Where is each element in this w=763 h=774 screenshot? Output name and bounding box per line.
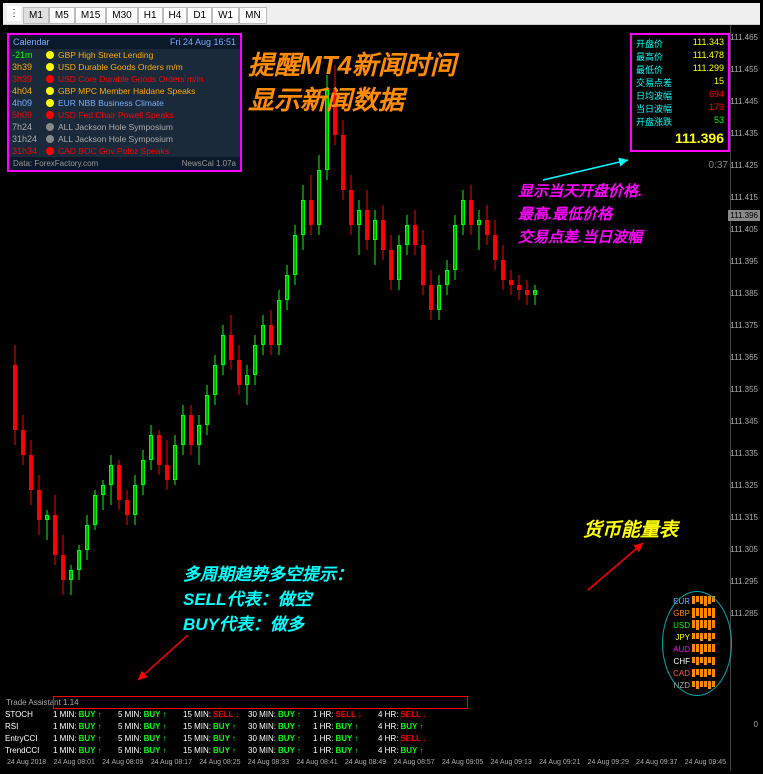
calendar-row: 3h39USD Durable Goods Orders m/m bbox=[9, 61, 240, 73]
y-tick: 111.335 bbox=[730, 449, 758, 458]
zero-label: 0 bbox=[754, 720, 758, 729]
price-row: 开盘涨跌53 bbox=[634, 115, 726, 128]
currency-highlight-ellipse bbox=[662, 591, 732, 696]
time-axis: 24 Aug 2018 24 Aug 08:01 24 Aug 08:09 24 Au… bbox=[3, 759, 730, 771]
y-tick: 111.405 bbox=[730, 225, 758, 234]
y-current-price: 111.396 bbox=[728, 210, 760, 221]
price-info-panel: 开盘价111.343最高价111.478最低价111.299交易点差15日均波幅… bbox=[630, 33, 730, 152]
indicator-row-EntryCCI: EntryCCI1 MIN:BUY↑5 MIN:BUY↑15 MIN:BUY↑3… bbox=[5, 732, 730, 744]
timeframe-M5[interactable]: M5 bbox=[49, 7, 75, 24]
x-tick: 24 Aug 2018 bbox=[7, 759, 46, 771]
x-tick: 24 Aug 09:29 bbox=[588, 759, 629, 771]
y-tick: 111.375 bbox=[730, 321, 758, 330]
annotation-title2: 显示新闻数据 bbox=[248, 80, 404, 117]
highlight-box-stoch bbox=[53, 696, 468, 709]
calendar-panel: Calendar Fri 24 Aug 16:51 -21mGBP High S… bbox=[7, 33, 242, 172]
x-tick: 24 Aug 08:57 bbox=[393, 759, 434, 771]
timeframe-toolbar: ⋮ M1M5M15M30H1H4D1W1MN bbox=[3, 3, 760, 25]
calendar-version: NewsCal 1.07a bbox=[182, 159, 236, 168]
calendar-row: 7h24ALL Jackson Hole Symposium bbox=[9, 121, 240, 133]
x-tick: 24 Aug 08:41 bbox=[296, 759, 337, 771]
timeframe-H4[interactable]: H4 bbox=[163, 7, 188, 24]
chart-area[interactable]: 111.465 111.455 111.445 111.435 111.425 111.4… bbox=[3, 25, 760, 771]
x-tick: 24 Aug 08:25 bbox=[199, 759, 240, 771]
annotation-trend2: SELL代表：做空 bbox=[183, 585, 311, 610]
timeframe-M15[interactable]: M15 bbox=[75, 7, 106, 24]
timeframe-D1[interactable]: D1 bbox=[187, 7, 212, 24]
x-tick: 24 Aug 08:49 bbox=[345, 759, 386, 771]
y-tick: 111.385 bbox=[730, 289, 758, 298]
price-row: 最高价111.478 bbox=[634, 50, 726, 63]
y-tick: 111.395 bbox=[730, 257, 758, 266]
y-tick: 111.315 bbox=[730, 513, 758, 522]
y-tick: 111.295 bbox=[730, 577, 758, 586]
calendar-source: Data: ForexFactory.com bbox=[13, 159, 98, 168]
calendar-row: 3h39USD Core Durable Goods Orders m/m bbox=[9, 73, 240, 85]
annotation-price3: 交易点差.当日波幅 bbox=[518, 226, 642, 247]
y-tick: 111.455 bbox=[730, 65, 758, 74]
calendar-title: Calendar bbox=[13, 37, 50, 47]
y-tick: 111.345 bbox=[730, 417, 758, 426]
annotation-trend1: 多周期趋势多空提示： bbox=[183, 560, 353, 585]
calendar-row: 5h09USD Fed Chair Powell Speaks bbox=[9, 109, 240, 121]
timeframe-MN[interactable]: MN bbox=[239, 7, 267, 24]
y-tick: 111.305 bbox=[730, 545, 758, 554]
annotation-trend3: BUY代表：做多 bbox=[183, 610, 304, 635]
timeframe-M1[interactable]: M1 bbox=[23, 7, 49, 24]
annotation-currency: 货币能量表 bbox=[583, 515, 678, 542]
indicator-row-RSI: RSI1 MIN:BUY↑5 MIN:BUY↑15 MIN:BUY↑30 MIN… bbox=[5, 720, 730, 732]
calendar-row: 31h34CAD BOC Gov Poloz Speaks bbox=[9, 145, 240, 157]
x-tick: 24 Aug 09:05 bbox=[442, 759, 483, 771]
price-row: 开盘价111.343 bbox=[634, 37, 726, 50]
calendar-row: 4h09EUR NBB Business Climate bbox=[9, 97, 240, 109]
x-tick: 24 Aug 08:09 bbox=[102, 759, 143, 771]
y-tick: 111.445 bbox=[730, 97, 758, 106]
y-tick: 111.355 bbox=[730, 385, 758, 394]
y-tick: 111.415 bbox=[730, 193, 758, 202]
x-tick: 24 Aug 09:45 bbox=[685, 759, 726, 771]
price-row: 最低价111.299 bbox=[634, 63, 726, 76]
x-tick: 24 Aug 08:17 bbox=[151, 759, 192, 771]
bar-timer: 0:37 bbox=[709, 160, 728, 171]
x-tick: 24 Aug 09:37 bbox=[636, 759, 677, 771]
y-tick: 111.365 bbox=[730, 353, 758, 362]
calendar-row: 4h04GBP MPC Member Haldane Speaks bbox=[9, 85, 240, 97]
annotation-price1: 显示当天开盘价格. bbox=[518, 180, 642, 201]
annotation-title1: 提醒MT4新闻时间 bbox=[248, 45, 456, 82]
calendar-datetime: Fri 24 Aug 16:51 bbox=[170, 37, 236, 47]
indicator-row-STOCH: STOCH1 MIN:BUY↑5 MIN:BUY↑15 MIN:SELL↓30 … bbox=[5, 708, 730, 720]
price-row: 日均波幅694 bbox=[634, 89, 726, 102]
indicator-row-TrendCCI: TrendCCI1 MIN:BUY↑5 MIN:BUY↑15 MIN:BUY↑3… bbox=[5, 744, 730, 756]
y-tick: 111.465 bbox=[730, 33, 758, 42]
timeframe-H1[interactable]: H1 bbox=[138, 7, 163, 24]
price-row: 交易点差15 bbox=[634, 76, 726, 89]
x-tick: 24 Aug 08:01 bbox=[54, 759, 95, 771]
timeframe-W1[interactable]: W1 bbox=[212, 7, 239, 24]
x-tick: 24 Aug 09:13 bbox=[491, 759, 532, 771]
calendar-row: 31h24ALL Jackson Hole Symposium bbox=[9, 133, 240, 145]
y-tick: 111.285 bbox=[730, 609, 758, 618]
y-tick: 111.425 bbox=[730, 161, 758, 170]
current-price: 111.396 bbox=[634, 128, 726, 148]
x-tick: 24 Aug 09:21 bbox=[539, 759, 580, 771]
timeframe-M30[interactable]: M30 bbox=[106, 7, 137, 24]
calendar-row: -21mGBP High Street Lending bbox=[9, 49, 240, 61]
x-tick: 24 Aug 08:33 bbox=[248, 759, 289, 771]
y-tick: 111.325 bbox=[730, 481, 758, 490]
price-axis: 111.465 111.455 111.445 111.435 111.425 111.4… bbox=[730, 25, 760, 771]
annotation-price2: 最高.最低价格 bbox=[518, 203, 612, 224]
y-tick: 111.435 bbox=[730, 129, 758, 138]
price-row: 当日波幅179 bbox=[634, 102, 726, 115]
toolbar-grip: ⋮ bbox=[7, 6, 21, 21]
